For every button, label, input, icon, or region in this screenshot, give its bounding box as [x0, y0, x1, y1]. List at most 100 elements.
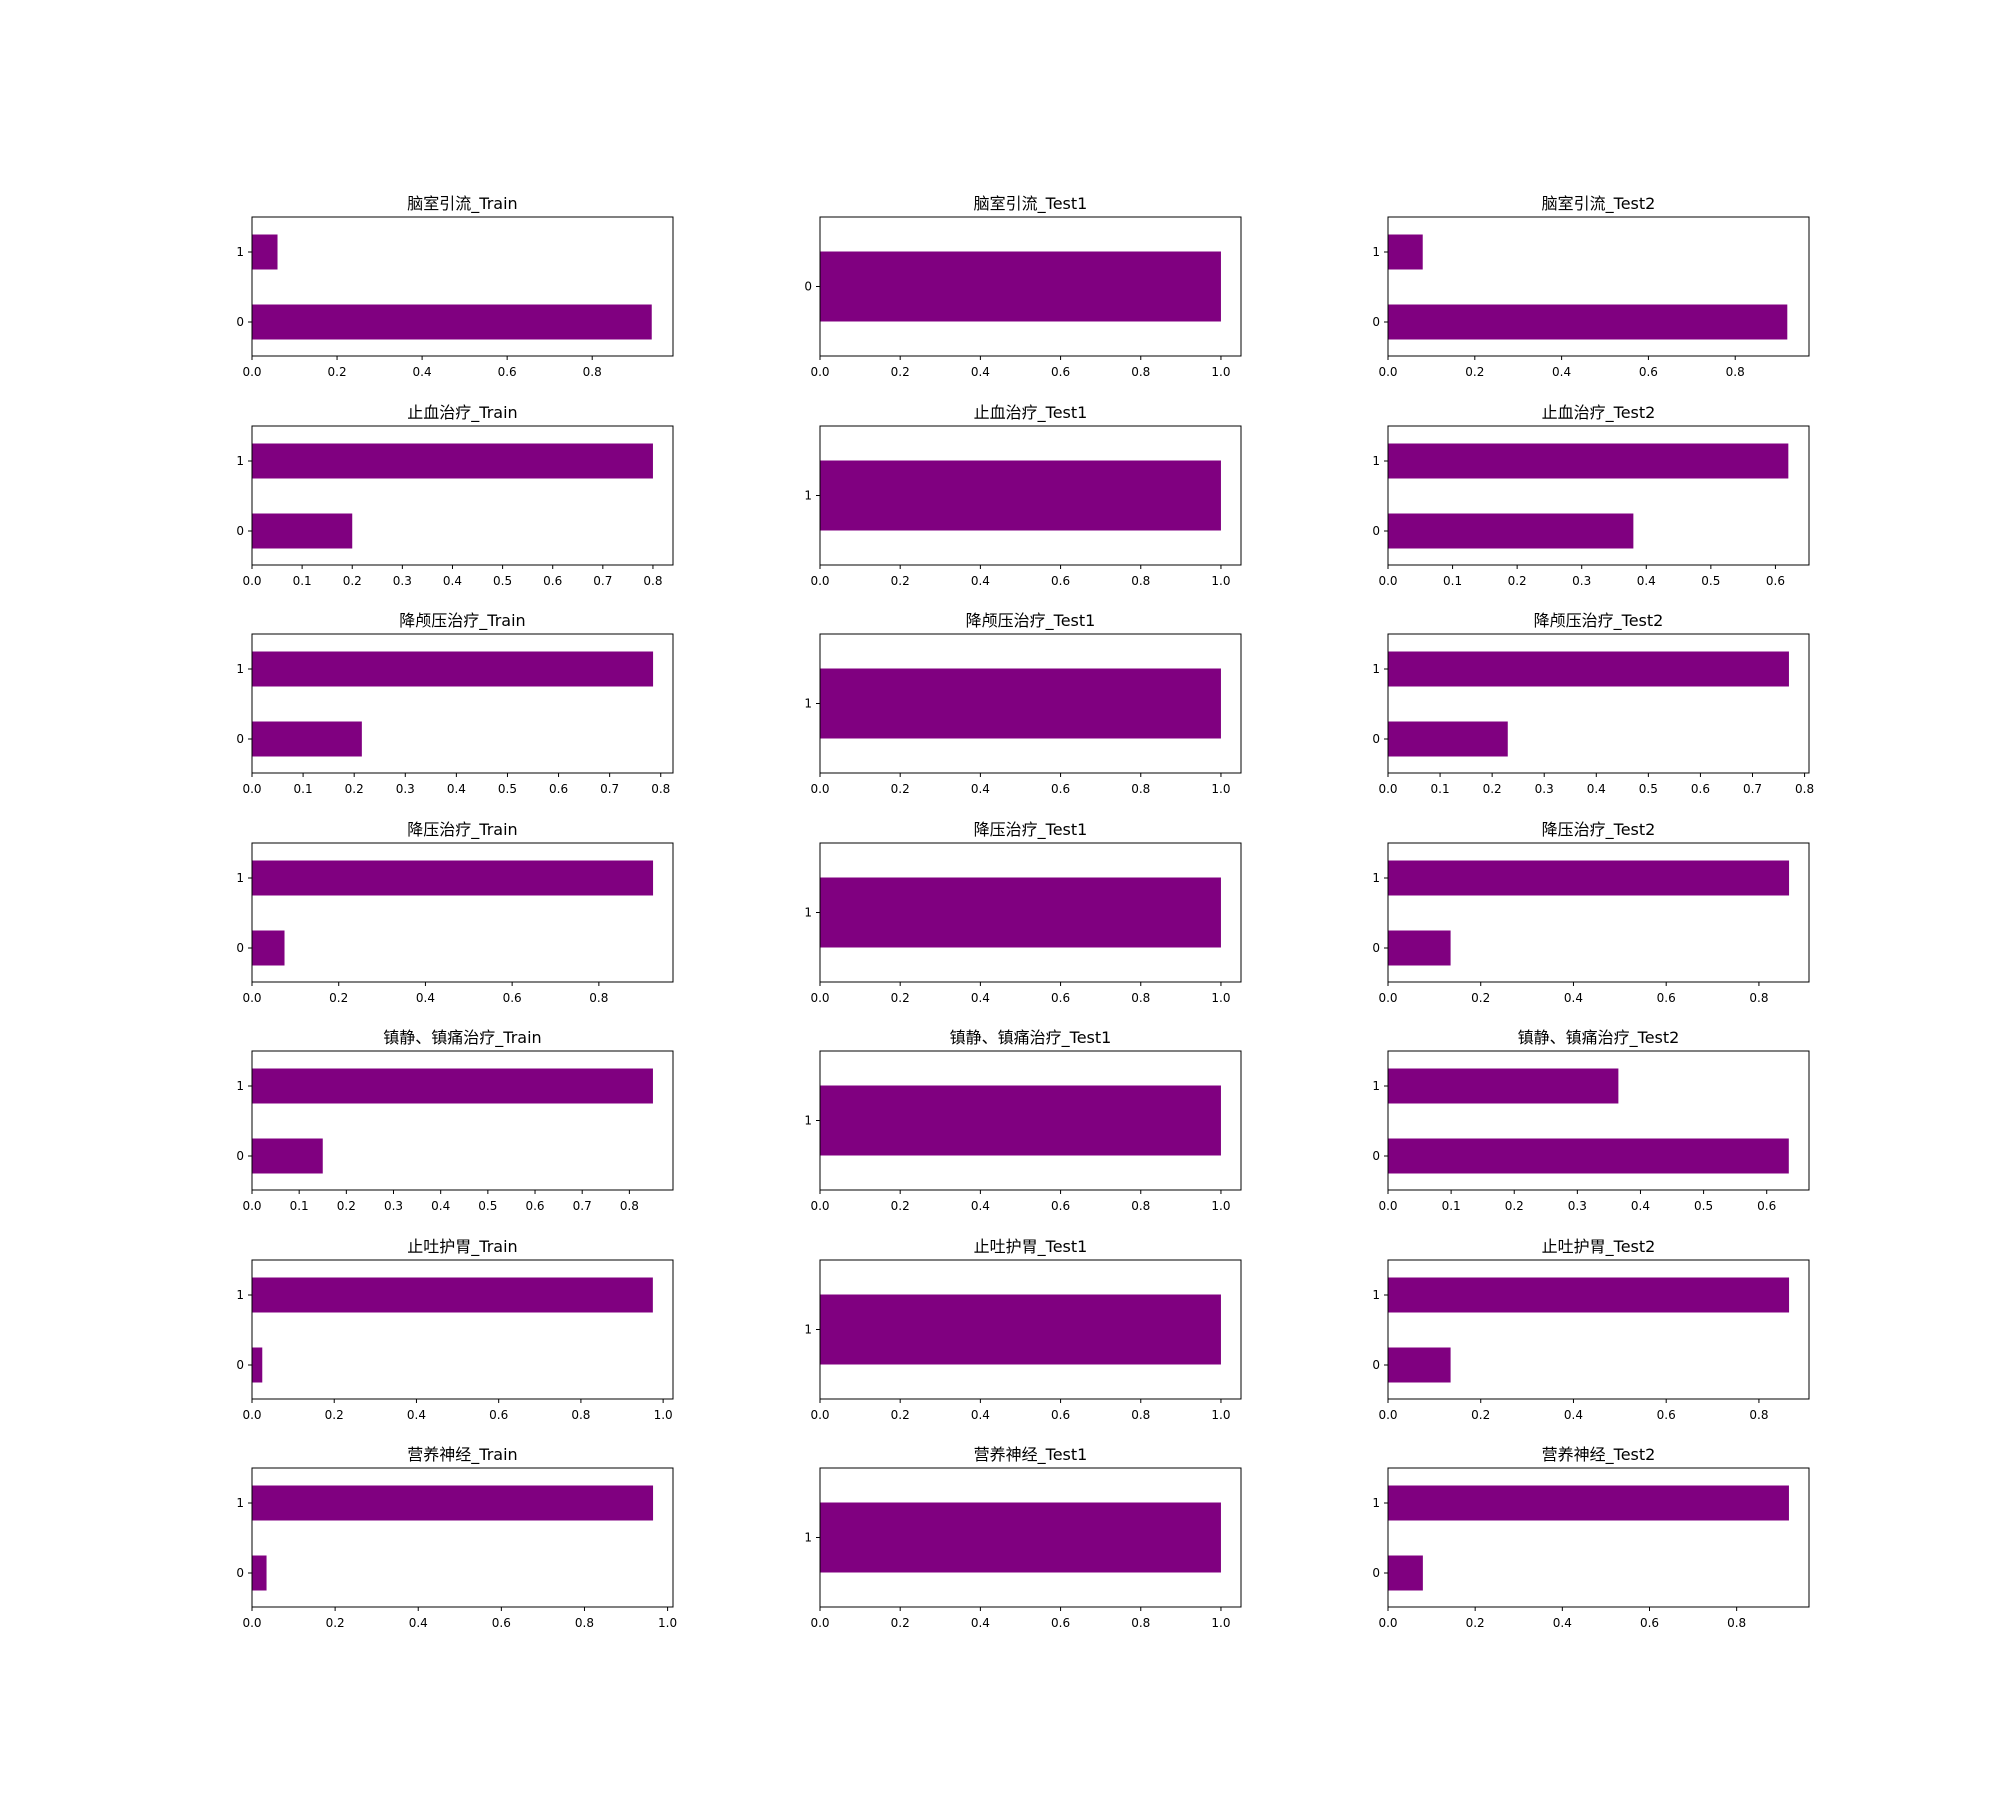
x-tick-label: 0.5 [498, 782, 517, 796]
subplot-title: 营养神经_Test2 [1542, 1445, 1656, 1465]
subplot-title: 止吐护胃_Test2 [1542, 1237, 1656, 1257]
subplot-title: 止血治疗_Test1 [974, 403, 1088, 423]
y-tick-label: 1 [236, 1079, 244, 1093]
y-tick-label: 0 [236, 1566, 244, 1580]
subplot-title: 止吐护胃_Train [407, 1237, 517, 1257]
x-tick-label: 0.7 [600, 782, 619, 796]
bar [820, 877, 1221, 948]
x-tick-label: 0.3 [396, 782, 415, 796]
x-tick-label: 0.0 [810, 574, 829, 588]
x-tick-label: 0.6 [1657, 991, 1676, 1005]
subplot-title: 营养神经_Test1 [974, 1445, 1088, 1465]
subplot-title: 止血治疗_Train [407, 403, 517, 423]
x-tick-label: 0.4 [413, 365, 432, 379]
bar [820, 251, 1221, 322]
subplot-title: 脑室引流_Test2 [1542, 194, 1656, 214]
x-tick-label: 0.2 [1466, 1616, 1485, 1630]
y-tick-label: 1 [804, 489, 812, 503]
axes-frame [1387, 1050, 1810, 1191]
x-tick-label: 0.0 [810, 365, 829, 379]
bar [252, 1555, 267, 1591]
x-tick-label: 0.0 [1378, 1616, 1397, 1630]
bar [252, 1485, 654, 1521]
bar [1388, 860, 1790, 896]
subplot: 脑室引流_Test1 0 0.0 0.2 0.4 0.6 0.8 1.0 [804, 194, 1242, 379]
x-tick-label: 0.0 [1378, 365, 1397, 379]
x-tick-label: 0.0 [242, 1616, 261, 1630]
x-tick-label: 1.0 [1211, 1616, 1230, 1630]
subplot: 止血治疗_Train 0 1 0.0 0.1 0.2 0.3 0.4 0.5 0.6 0.7 0.8 [236, 403, 674, 588]
subplot: 止吐护胃_Train 0 1 0.0 0.2 0.4 0.6 0.8 1.0 [236, 1237, 674, 1422]
x-tick-label: 0.2 [891, 574, 910, 588]
x-tick-label: 0.1 [293, 574, 312, 588]
axes-frame [1387, 842, 1810, 983]
x-tick-label: 0.0 [1378, 1408, 1397, 1422]
x-tick-label: 0.2 [1465, 365, 1484, 379]
x-tick-label: 0.0 [1378, 1199, 1397, 1213]
x-tick-label: 0.8 [643, 574, 662, 588]
bar [252, 651, 654, 687]
x-tick-label: 0.8 [575, 1616, 594, 1630]
y-tick-label: 0 [236, 732, 244, 746]
y-tick-label: 1 [804, 1531, 812, 1545]
bar [252, 1138, 323, 1174]
x-tick-label: 0.7 [573, 1199, 592, 1213]
x-tick-label: 0.2 [891, 991, 910, 1005]
bar [252, 1277, 653, 1313]
x-tick-label: 0.0 [810, 991, 829, 1005]
x-tick-label: 0.6 [1051, 365, 1070, 379]
x-tick-label: 0.4 [971, 1616, 990, 1630]
subplot-title: 镇静、镇痛治疗_Test2 [1518, 1028, 1680, 1048]
x-tick-label: 0.8 [589, 991, 608, 1005]
y-tick-label: 1 [236, 1496, 244, 1510]
x-tick-label: 0.6 [1640, 1616, 1659, 1630]
axes-frame [251, 1259, 674, 1400]
y-tick-label: 0 [1372, 941, 1380, 955]
y-tick-label: 1 [1372, 871, 1380, 885]
x-tick-label: 0.0 [242, 1408, 261, 1422]
y-tick-label: 1 [1372, 245, 1380, 259]
x-tick-label: 0.2 [891, 782, 910, 796]
y-tick-label: 0 [1372, 1149, 1380, 1163]
x-tick-label: 0.0 [1378, 991, 1397, 1005]
x-tick-label: 0.3 [1535, 782, 1554, 796]
y-tick-label: 0 [1372, 732, 1380, 746]
y-tick-label: 0 [236, 1149, 244, 1163]
axes-frame [1387, 633, 1810, 774]
bar [820, 1085, 1221, 1156]
subplot: 脑室引流_Train 0 1 0.0 0.2 0.4 0.6 0.8 [236, 194, 674, 379]
x-tick-label: 1.0 [1211, 1199, 1230, 1213]
x-tick-label: 0.4 [971, 991, 990, 1005]
subplot: 降颅压治疗_Test1 1 0.0 0.2 0.4 0.6 0.8 1.0 [804, 611, 1242, 796]
x-tick-label: 0.4 [1552, 365, 1571, 379]
x-tick-label: 0.4 [971, 365, 990, 379]
subplot: 止吐护胃_Test2 0 1 0.0 0.2 0.4 0.6 0.8 [1372, 1237, 1810, 1422]
x-tick-label: 0.6 [1639, 365, 1658, 379]
x-tick-label: 0.2 [337, 1199, 356, 1213]
x-tick-label: 0.3 [393, 574, 412, 588]
bar [1388, 1138, 1789, 1174]
bar [252, 1068, 653, 1104]
x-tick-label: 0.8 [583, 365, 602, 379]
bar [820, 1294, 1221, 1365]
x-tick-label: 0.4 [443, 574, 462, 588]
x-tick-label: 1.0 [1211, 365, 1230, 379]
x-tick-label: 0.6 [498, 365, 517, 379]
bar [1388, 304, 1788, 340]
x-tick-label: 0.4 [431, 1199, 450, 1213]
subplot: 降压治疗_Test1 1 0.0 0.2 0.4 0.6 0.8 1.0 [804, 820, 1242, 1005]
y-tick-label: 1 [236, 1288, 244, 1302]
axes-frame [819, 842, 1242, 983]
y-tick-label: 0 [236, 315, 244, 329]
x-tick-label: 0.2 [891, 1408, 910, 1422]
x-tick-label: 0.8 [1131, 1199, 1150, 1213]
axes-frame [819, 633, 1242, 774]
y-tick-label: 0 [236, 524, 244, 538]
bar [1388, 1277, 1790, 1313]
x-tick-label: 0.8 [571, 1408, 590, 1422]
bar [820, 668, 1221, 739]
bar [820, 460, 1221, 531]
x-tick-label: 0.6 [549, 782, 568, 796]
axes-frame [819, 216, 1242, 357]
x-tick-label: 0.4 [447, 782, 466, 796]
